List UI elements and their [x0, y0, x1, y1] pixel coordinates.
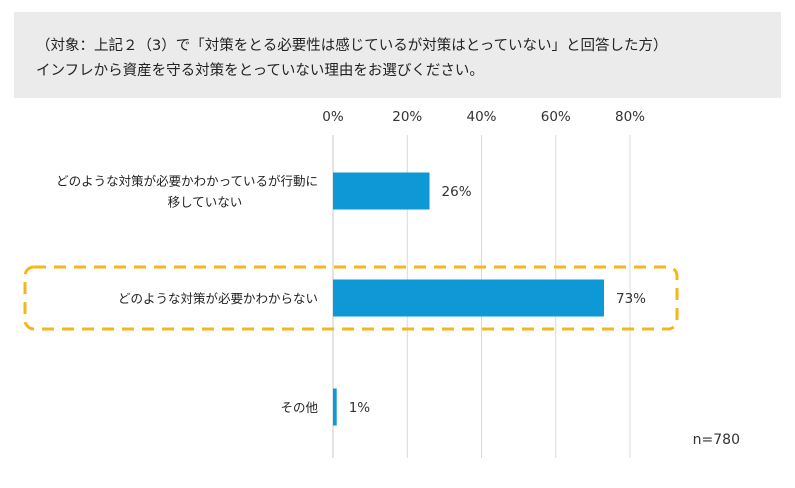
question-header: （対象：上記２（3）で「対策をとる必要性は感じているが対策はとっていない」と回答… — [14, 12, 781, 98]
value-labels: 26% 73% 1% — [349, 184, 646, 416]
highlight-layer — [23, 265, 679, 331]
category-labels: どのような対策が必要かわかっているが行動に移していないどのような対策が必要かわか… — [56, 174, 318, 416]
x-tick-labels: 0% 20% 40% 60% 80% — [322, 109, 645, 125]
highlight-box — [23, 265, 679, 331]
category-label: どのような対策が必要かわからない — [118, 291, 318, 306]
x-tick-label: 80% — [615, 109, 645, 125]
question-target-line: （対象：上記２（3）で「対策をとる必要性は感じているが対策はとっていない」と回答… — [36, 38, 668, 54]
question-text-line: インフレから資産を守る対策をとっていない理由をお選びください。 — [36, 63, 484, 79]
bar — [333, 172, 430, 210]
bar — [333, 279, 605, 317]
category-label: 移していない — [168, 195, 243, 210]
category-label: その他 — [280, 400, 318, 415]
x-tick-label: 20% — [392, 109, 422, 125]
bars — [333, 172, 605, 426]
value-label: 73% — [616, 291, 646, 307]
value-label: 1% — [349, 400, 371, 416]
x-tick-label: 0% — [322, 109, 344, 125]
category-label: どのような対策が必要かわかっているが行動に — [56, 174, 318, 189]
sample-size-label: n=780 — [693, 432, 740, 448]
bar — [333, 388, 337, 426]
x-tick-label: 40% — [466, 109, 496, 125]
value-label: 26% — [442, 184, 472, 200]
x-tick-label: 60% — [541, 109, 571, 125]
